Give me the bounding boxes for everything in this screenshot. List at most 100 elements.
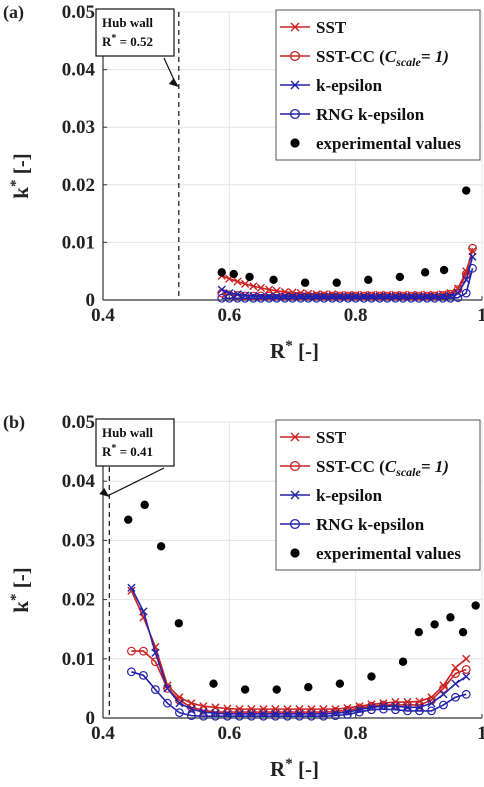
data-point xyxy=(151,648,160,657)
legend-marker xyxy=(289,108,301,120)
data-point xyxy=(127,583,136,592)
data-point xyxy=(420,268,430,277)
legend-label: SST-CC (Cscale= 1) xyxy=(316,457,449,479)
data-point xyxy=(283,711,292,721)
legend-label-text: SST xyxy=(316,428,347,447)
y-tick-label: 0.01 xyxy=(62,649,95,670)
legend-marker xyxy=(289,460,301,472)
data-point xyxy=(269,275,278,285)
hub-wall-value: R* = 0.41 xyxy=(102,443,153,459)
legend: SST SST-CC (Cscale= 1) k-epsilon RNG k-epsi… xyxy=(275,9,481,161)
data-point xyxy=(367,705,376,715)
hub-wall-title: Hub wall xyxy=(102,425,153,440)
data-point xyxy=(461,665,471,674)
x-axis-label-sup: * xyxy=(285,338,293,354)
data-point xyxy=(461,689,471,699)
legend-label-text: SST-CC xyxy=(316,457,375,476)
data-point xyxy=(303,293,313,303)
y-axis-label: k* [-] xyxy=(8,153,33,198)
legend-label: RNG k-epsilon xyxy=(316,105,425,124)
y-axis-label-sup: * xyxy=(8,594,24,602)
legend-marker xyxy=(290,138,300,148)
legend-item: k-epsilon xyxy=(280,486,383,505)
series-rng-k-epsilon xyxy=(217,263,477,303)
data-point xyxy=(364,275,373,285)
legend-item: SST xyxy=(280,18,347,37)
data-point xyxy=(163,684,172,693)
hub-wall-value-label: R xyxy=(102,34,112,49)
data-point xyxy=(140,500,149,510)
data-point xyxy=(229,269,238,279)
data-point xyxy=(430,620,439,629)
legend-item: k-epsilon xyxy=(280,76,383,95)
data-point xyxy=(439,690,448,699)
legend-label-suffix-sub: scale xyxy=(395,55,421,69)
panel-label: (b) xyxy=(3,412,25,433)
data-point xyxy=(245,272,254,282)
data-point xyxy=(468,263,477,273)
hub-wall-arrow-head xyxy=(99,488,110,497)
data-point xyxy=(240,293,250,303)
x-axis-label-main: R xyxy=(270,757,286,781)
legend-marker xyxy=(290,432,300,442)
data-point xyxy=(272,685,281,694)
data-point xyxy=(367,672,376,681)
hub-wall-value-sup: * xyxy=(111,33,116,44)
data-point xyxy=(127,646,136,656)
x-tick-label: 1 xyxy=(477,723,484,744)
data-point xyxy=(151,685,160,694)
data-point xyxy=(451,669,460,678)
legend-label-suffix-rest: = 1) xyxy=(421,457,449,476)
data-point xyxy=(139,607,148,616)
data-point xyxy=(458,627,468,637)
y-tick-label: 0 xyxy=(86,708,96,729)
data-point xyxy=(256,293,266,303)
data-point xyxy=(235,711,244,721)
legend-label: experimental values xyxy=(316,544,461,563)
hub-wall-arrow xyxy=(107,467,165,497)
data-point xyxy=(187,711,196,721)
data-point xyxy=(430,293,440,303)
data-point xyxy=(163,698,172,708)
data-point xyxy=(403,706,412,716)
data-point xyxy=(391,705,400,715)
data-point xyxy=(468,252,477,261)
hub-wall-value-number: = 0.41 xyxy=(116,444,153,459)
data-point xyxy=(391,700,400,710)
x-tick-label: 1 xyxy=(477,305,484,326)
data-point xyxy=(439,681,448,690)
data-point xyxy=(343,710,352,719)
data-point xyxy=(124,515,133,524)
legend-label-suffix-rest: = 1) xyxy=(421,47,449,66)
legend-item: experimental values xyxy=(290,544,461,563)
data-point xyxy=(241,279,250,288)
data-point xyxy=(249,282,258,291)
data-point xyxy=(453,293,463,303)
y-tick-label: 0.05 xyxy=(62,2,95,23)
data-point xyxy=(403,700,412,710)
y-axis-label-sup: * xyxy=(8,180,24,188)
hub-wall-box xyxy=(95,8,175,57)
legend: SST SST-CC (Cscale= 1) k-epsilon RNG k-epsi… xyxy=(275,419,481,571)
data-point xyxy=(187,705,196,714)
hub-wall-value-label: R xyxy=(102,444,112,459)
legend-label-suffix-open: ( xyxy=(375,457,385,476)
data-point xyxy=(382,293,392,303)
legend-label-text: k-epsilon xyxy=(316,486,383,505)
data-point xyxy=(351,293,361,303)
data-point xyxy=(127,667,136,677)
x-axis-label-main: R xyxy=(270,339,286,363)
series-k-epsilon xyxy=(217,252,477,301)
x-tick-label: 0.4 xyxy=(91,723,115,744)
legend-marker xyxy=(289,518,301,530)
y-tick-label: 0 xyxy=(86,290,96,311)
data-point xyxy=(224,293,234,303)
x-tick-label: 0.4 xyxy=(91,305,115,326)
data-point xyxy=(304,683,313,692)
x-axis-label: R* [-] xyxy=(270,756,319,781)
data-point xyxy=(211,711,220,721)
data-point xyxy=(395,272,405,282)
panel-label: (a) xyxy=(3,2,24,23)
legend-item: SST-CC (Cscale= 1) xyxy=(280,47,449,69)
